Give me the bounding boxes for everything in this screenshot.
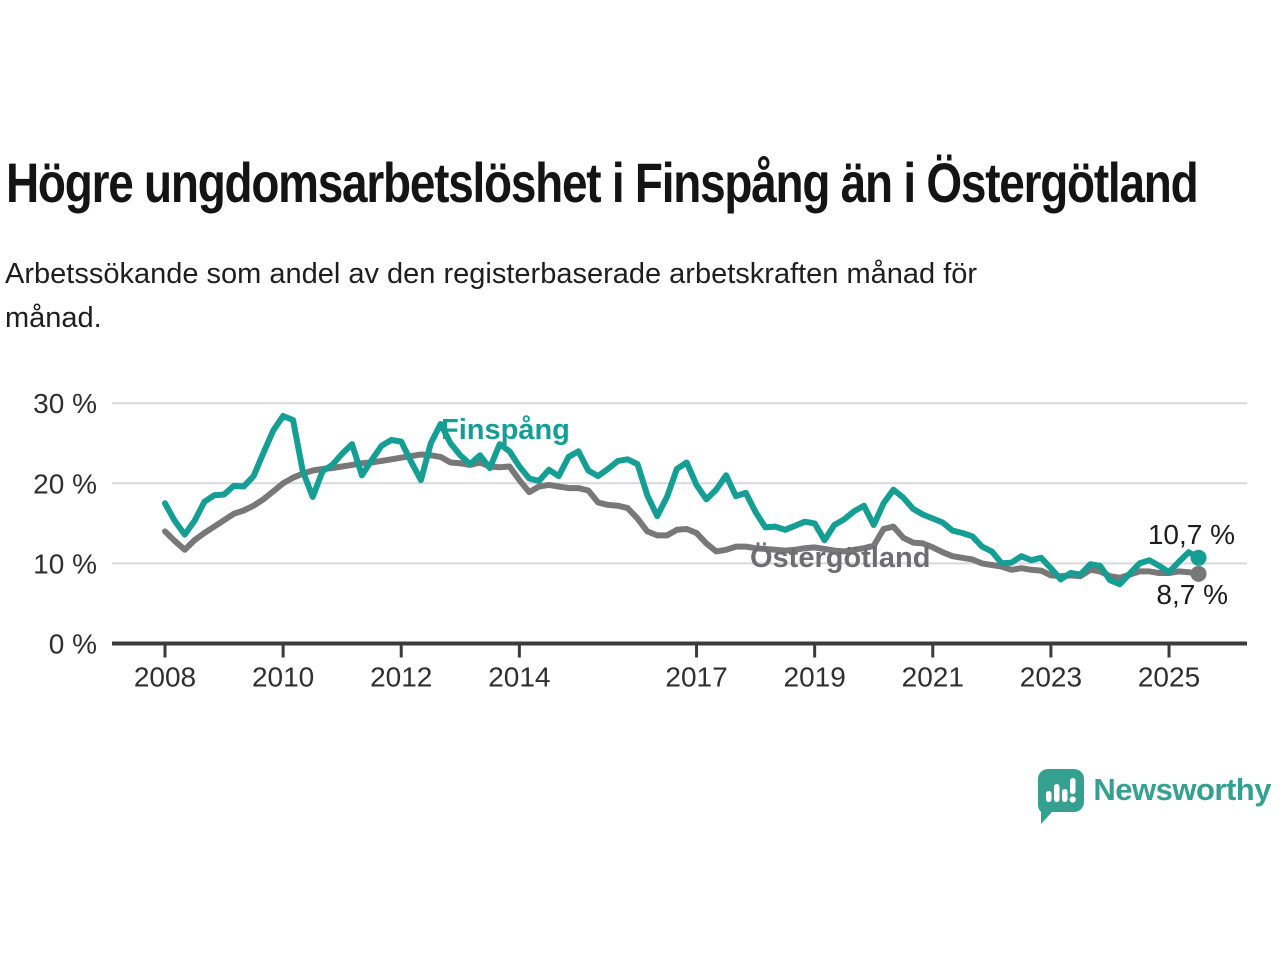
x-tick-label: 2014 (488, 662, 550, 693)
chart-subtitle: Arbetssökande som andel av den registerb… (5, 252, 1225, 340)
brand-name: Newsworthy (1093, 772, 1271, 807)
x-tick-label: 2008 (134, 662, 196, 693)
y-tick-label: 30 % (33, 388, 97, 419)
x-tick-label: 2012 (370, 662, 432, 693)
series-label-ostergotland: Östergötland (750, 542, 931, 574)
page-title: Högre ungdomsarbetslöshet i Finspång än … (6, 151, 1199, 214)
x-tick-label: 2010 (252, 662, 314, 693)
newsworthy-logo: Newsworthy (1038, 769, 1271, 825)
x-tick-label: 2023 (1020, 662, 1082, 693)
end-value-label-finspang: 10,7 % (1147, 519, 1235, 550)
series-end-dot-finspang (1190, 549, 1207, 566)
series-label-finspang: Finspång (441, 414, 570, 446)
x-tick-label: 2019 (784, 662, 846, 693)
y-tick-label: 20 % (33, 468, 97, 499)
x-tick-label: 2021 (902, 662, 964, 693)
series-line-finspang (162, 413, 1202, 588)
speech-bubble-bar-chart-icon (1038, 769, 1085, 824)
x-tick-label: 2025 (1138, 662, 1200, 693)
series-end-dot-ostergotland (1190, 565, 1207, 582)
series-line-ostergotland (162, 451, 1202, 581)
chart-subtitle-line-2: månad. (5, 302, 102, 334)
y-tick-label: 0 % (49, 629, 97, 660)
chart-subtitle-line-1: Arbetssökande som andel av den registerb… (5, 258, 978, 290)
y-tick-label: 10 % (33, 548, 97, 579)
x-tick-label: 2017 (665, 662, 727, 693)
end-value-label-ostergotland: 8,7 % (1156, 579, 1228, 610)
